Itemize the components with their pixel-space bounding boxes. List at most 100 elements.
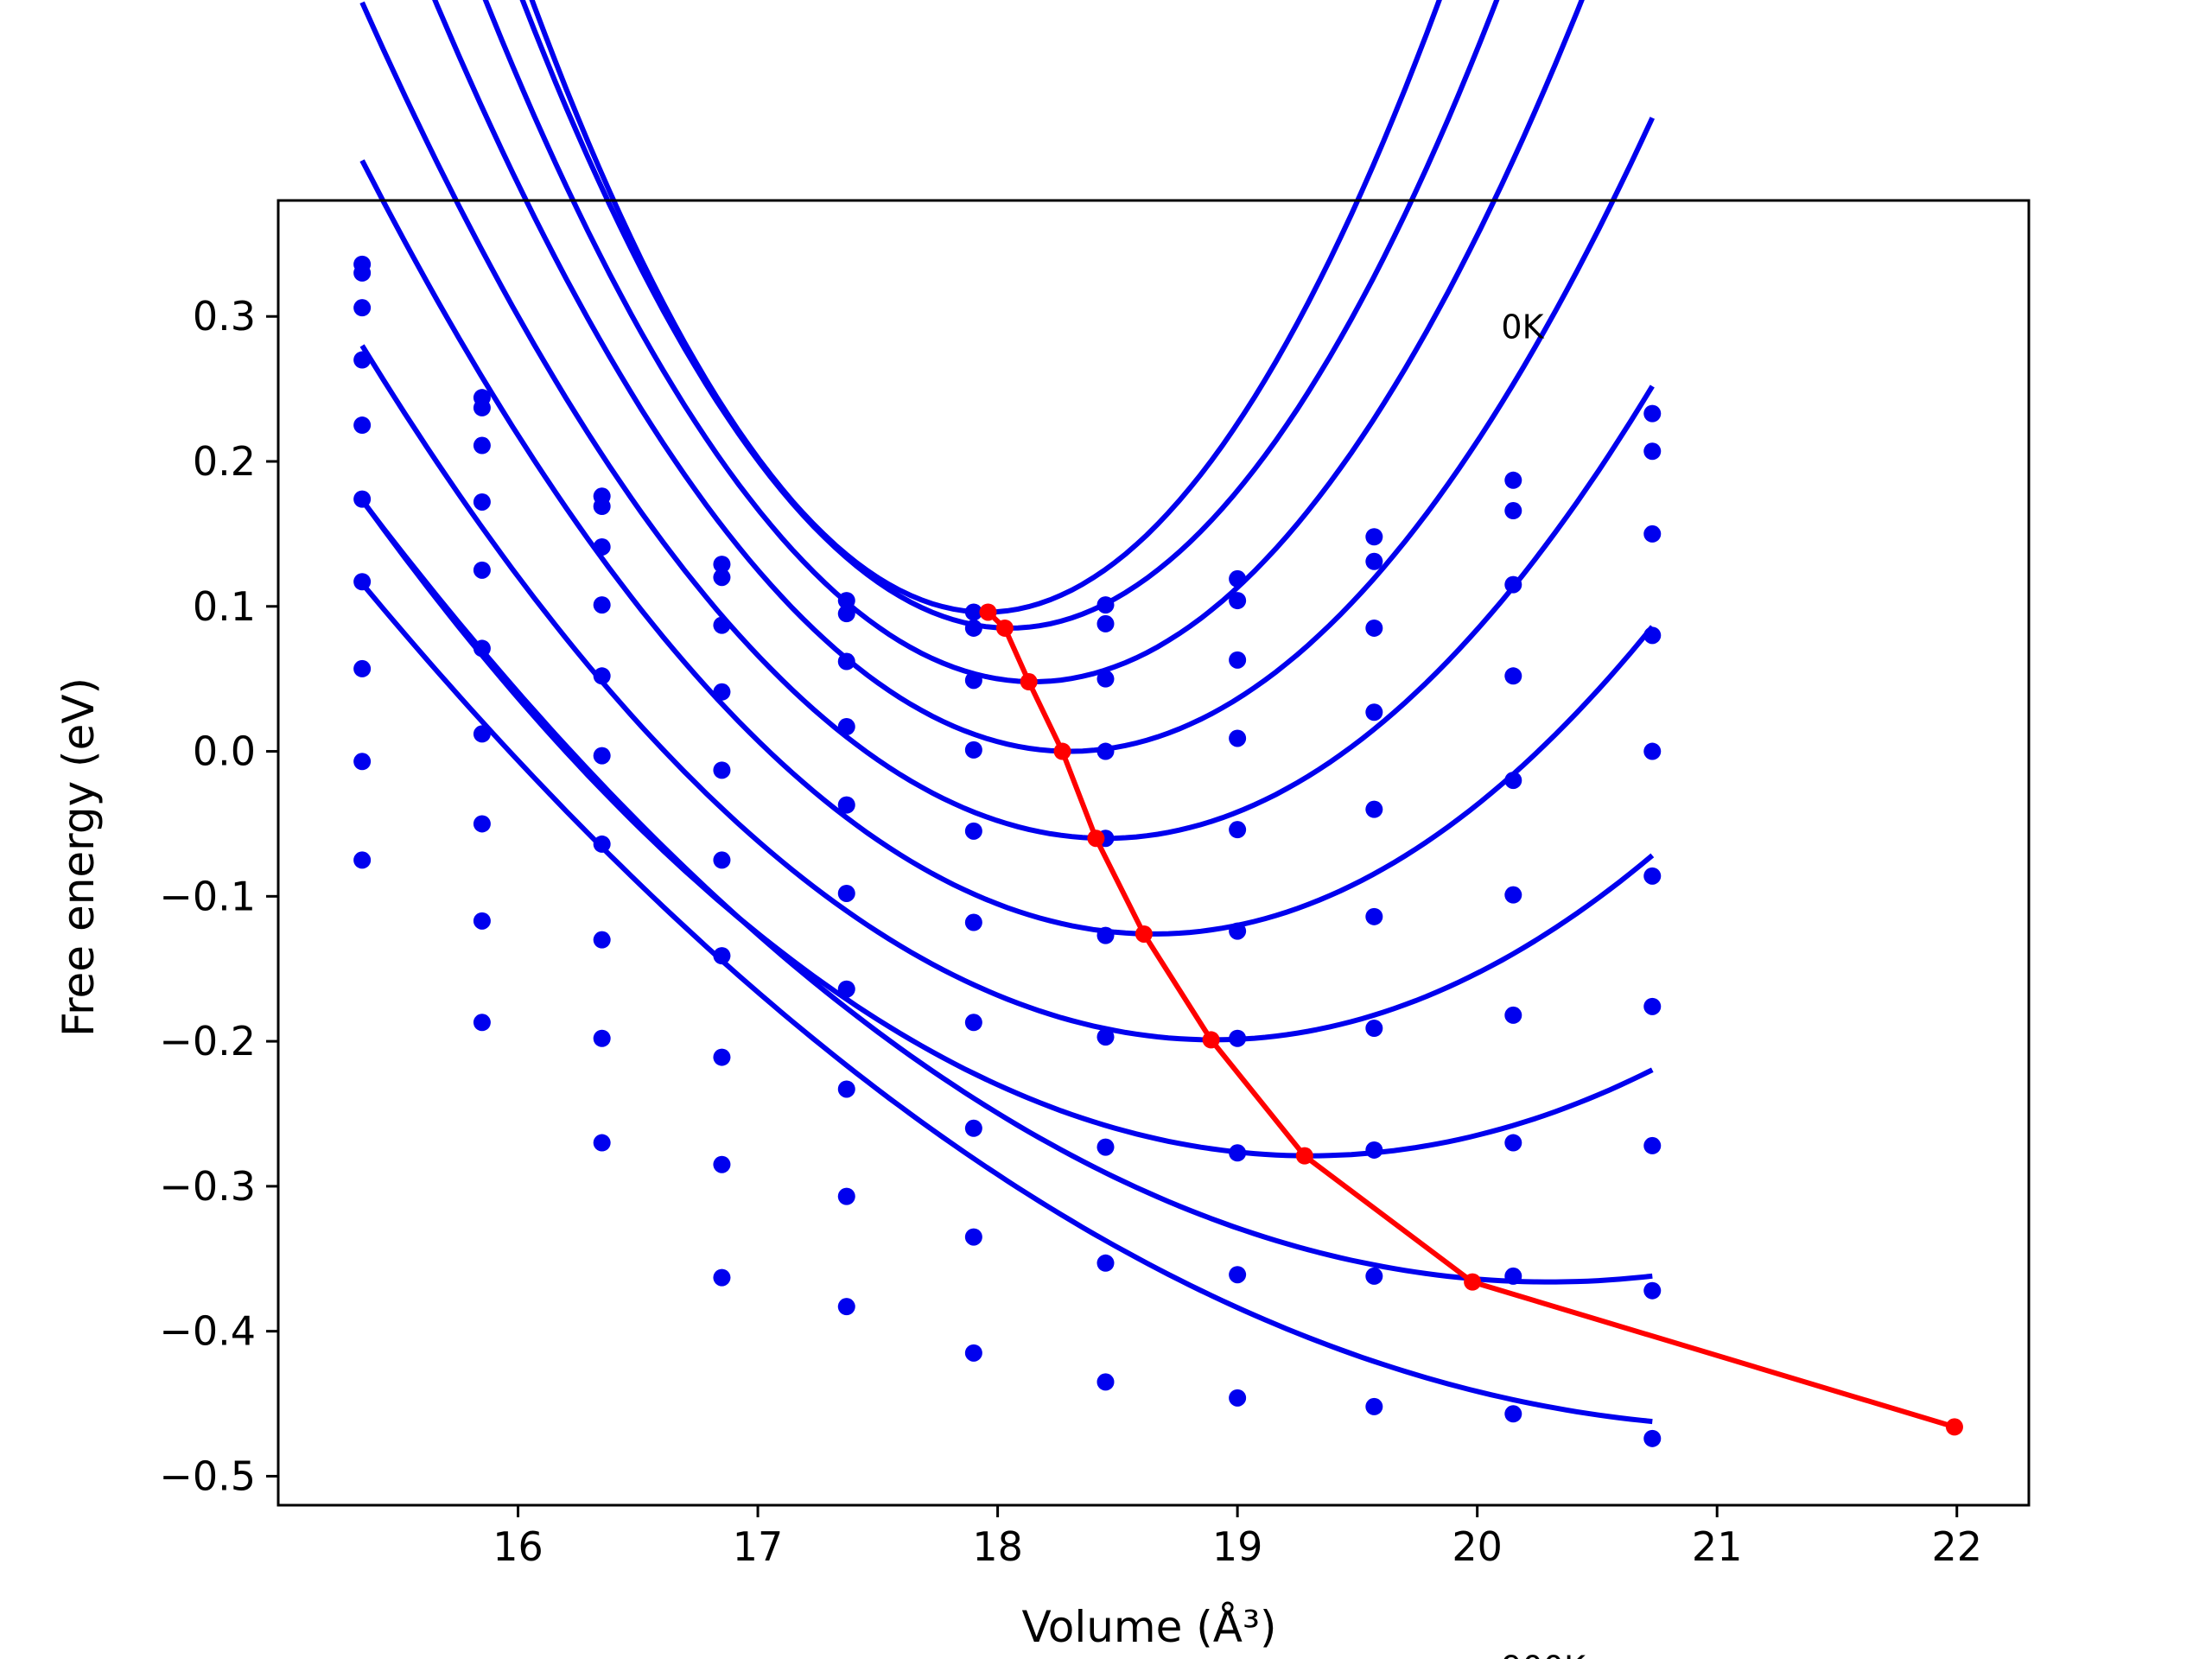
data-point-s2-6 — [964, 619, 982, 637]
data-point-s8-5 — [837, 1080, 855, 1098]
data-point-s8-4 — [713, 1048, 731, 1066]
data-point-s6-2 — [473, 639, 491, 658]
data-point-s4-11 — [1643, 626, 1662, 645]
data-point-s6-7 — [1096, 926, 1115, 944]
data-point-s4-8 — [1229, 729, 1247, 747]
y-tick-label: −0.5 — [159, 1452, 256, 1499]
data-point-s9-8 — [1229, 1266, 1247, 1284]
data-point-s10-10 — [1504, 1405, 1522, 1423]
data-point-s10-1 — [353, 851, 372, 869]
data-point-s3-3 — [593, 537, 611, 556]
data-point-s7-5 — [837, 980, 855, 998]
data-point-s9-3 — [593, 1029, 611, 1047]
data-point-s7-1 — [353, 573, 372, 591]
annotation-1: 0K — [1501, 308, 1544, 346]
fit-curve-8 — [359, 498, 1654, 1159]
data-point-s6-3 — [593, 747, 611, 765]
data-point-s7-7 — [1096, 1028, 1115, 1046]
minimum-point-7 — [1202, 1031, 1220, 1049]
data-point-s10-7 — [1096, 1373, 1115, 1391]
data-point-s7-3 — [593, 835, 611, 853]
minimum-point-6 — [1135, 925, 1153, 943]
data-point-s1-11 — [1643, 404, 1662, 423]
x-tick-label: 22 — [1931, 1523, 1982, 1570]
data-point-s3-2 — [473, 436, 491, 454]
annotation-2: 900K — [1501, 1649, 1586, 1659]
data-point-s4-1 — [353, 351, 372, 369]
minimum-point-10 — [1945, 1418, 1963, 1436]
fit-curve-10 — [359, 582, 1653, 1425]
data-point-s7-10 — [1504, 1006, 1522, 1024]
data-point-s8-8 — [1229, 1144, 1247, 1162]
minimum-point-5 — [1087, 830, 1105, 848]
data-point-s3-5 — [837, 652, 855, 671]
data-point-s4-5 — [837, 718, 855, 736]
fit-curve-6 — [359, 159, 1655, 937]
data-point-s5-9 — [1365, 800, 1383, 818]
y-tick-label: 0.2 — [193, 438, 256, 485]
x-axis-label: Volume (Å³) — [1021, 1602, 1276, 1652]
data-point-s6-8 — [1229, 922, 1247, 940]
data-point-s1-4 — [713, 556, 731, 574]
y-tick-label: 0.3 — [193, 293, 256, 340]
annotations: 0K 900K — [1501, 308, 1586, 1659]
data-point-s10-3 — [593, 1134, 611, 1152]
data-point-s10-11 — [1643, 1429, 1662, 1447]
data-point-s4-2 — [473, 493, 491, 511]
plot-frame — [276, 199, 2031, 1507]
data-point-s6-5 — [837, 884, 855, 902]
x-tick-label: 17 — [733, 1523, 784, 1570]
x-tick-label: 20 — [1452, 1523, 1503, 1570]
data-point-s2-9 — [1365, 552, 1383, 570]
y-tick-label: −0.2 — [159, 1018, 256, 1065]
data-point-s3-8 — [1229, 651, 1247, 669]
data-point-s9-2 — [473, 912, 491, 930]
data-point-s1-10 — [1504, 471, 1522, 489]
y-tick-label: 0.1 — [193, 583, 256, 630]
data-point-s6-6 — [964, 913, 982, 931]
x-tick-label: 16 — [493, 1523, 543, 1570]
minimum-point-2 — [995, 619, 1014, 637]
data-point-s9-7 — [1096, 1254, 1115, 1272]
data-point-s9-9 — [1365, 1267, 1383, 1285]
data-point-s8-3 — [593, 931, 611, 949]
plot-marks — [353, 0, 1963, 1447]
data-point-s2-8 — [1229, 592, 1247, 610]
data-point-s2-11 — [1643, 442, 1662, 461]
data-point-s6-4 — [713, 851, 731, 869]
data-point-s4-9 — [1365, 703, 1383, 721]
data-point-s1-9 — [1365, 528, 1383, 546]
data-point-s10-9 — [1365, 1397, 1383, 1415]
data-point-s1-8 — [1229, 569, 1247, 588]
data-point-s5-3 — [593, 667, 611, 685]
data-point-s5-4 — [713, 761, 731, 779]
data-point-s4-6 — [964, 741, 982, 759]
fit-curve-4 — [432, 0, 1656, 754]
x-tick-label: 21 — [1692, 1523, 1743, 1570]
data-point-s2-10 — [1504, 502, 1522, 520]
fit-curve-7 — [359, 344, 1655, 1043]
data-point-s4-10 — [1504, 667, 1522, 685]
minimum-point-1 — [979, 603, 997, 621]
data-point-s1-5 — [837, 592, 855, 610]
y-axis-label: Free energy (eV) — [54, 677, 104, 1037]
data-point-s4-7 — [1096, 742, 1115, 760]
data-point-s9-6 — [964, 1228, 982, 1246]
y-tick-label: 0.0 — [193, 728, 256, 775]
fit-curve-5 — [359, 1, 1655, 842]
data-point-s2-3 — [593, 498, 611, 516]
data-point-s3-11 — [1643, 524, 1662, 543]
data-point-s4-4 — [713, 683, 731, 701]
data-point-s2-7 — [1096, 614, 1115, 632]
data-point-s1-6 — [964, 603, 982, 621]
data-point-s6-10 — [1504, 886, 1522, 904]
data-point-s4-3 — [593, 596, 611, 614]
data-point-s8-11 — [1643, 1136, 1662, 1154]
data-point-s5-6 — [964, 822, 982, 840]
y-tick-label: −0.3 — [159, 1163, 256, 1210]
data-point-s8-10 — [1504, 1134, 1522, 1152]
data-point-s7-9 — [1365, 1020, 1383, 1038]
data-point-s9-10 — [1504, 1267, 1522, 1285]
data-point-s5-10 — [1504, 772, 1522, 790]
